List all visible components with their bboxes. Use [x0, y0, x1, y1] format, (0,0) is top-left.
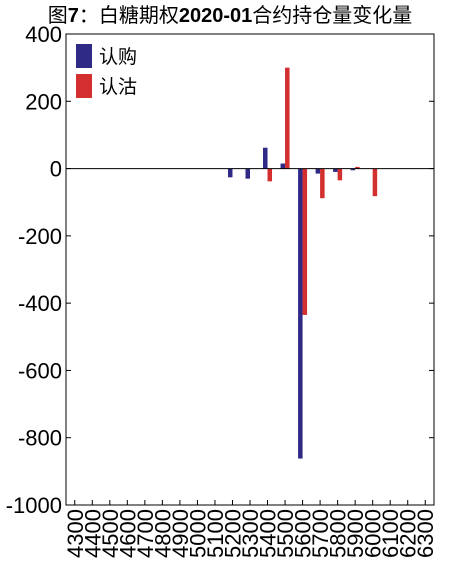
y-tick-label: 200 — [25, 89, 62, 114]
y-tick-label: 0 — [50, 157, 62, 182]
bar-put-5800 — [337, 168, 343, 181]
bar-call-5200 — [227, 168, 233, 178]
x-tick-label-6200: 6200 — [396, 509, 421, 558]
bar-put-6000 — [372, 168, 378, 197]
x-tick-label-5900: 5900 — [343, 509, 368, 558]
y-tick-label: -200 — [18, 224, 62, 249]
x-axis: 4300440045004600470048004900500051005200… — [63, 500, 438, 558]
x-tick-label-6300: 6300 — [413, 509, 438, 558]
y-tick-label: -800 — [18, 426, 62, 451]
plot-frame — [65, 33, 435, 506]
x-tick-label-5700: 5700 — [308, 509, 333, 558]
x-tick-label-5200: 5200 — [220, 509, 245, 558]
x-tick-label-5500: 5500 — [273, 509, 298, 558]
title-contract: 2020-01 — [178, 5, 253, 27]
y-tick-label: -600 — [18, 358, 62, 383]
y-axis: -1000 -800 -600 -400 -200 0 200 400 — [6, 22, 434, 518]
bar-put-5900 — [355, 166, 360, 169]
x-tick-label-4700: 4700 — [133, 509, 158, 558]
bars-group — [227, 67, 378, 459]
x-tick-label-4600: 4600 — [115, 509, 140, 558]
bar-call-5400 — [263, 147, 268, 169]
legend-swatch-call — [76, 44, 92, 68]
legend-label-call: 认购 — [99, 46, 137, 68]
x-tick-label-4400: 4400 — [80, 509, 105, 558]
bar-call-5600 — [298, 168, 303, 459]
x-tick-label-6000: 6000 — [361, 509, 386, 558]
y-tick-label: -400 — [18, 291, 62, 316]
x-tick-label-4300: 4300 — [63, 509, 88, 558]
title-prefix: 图 — [47, 3, 68, 27]
bar-call-5500 — [280, 163, 286, 169]
bar-call-5300 — [245, 168, 250, 179]
bar-call-5900 — [350, 168, 356, 171]
x-tick-label-4500: 4500 — [98, 509, 123, 558]
bar-put-5600 — [302, 168, 308, 315]
legend-label-put: 认沽 — [99, 76, 137, 98]
x-tick-label-5800: 5800 — [326, 509, 351, 558]
bar-put-5500 — [285, 67, 290, 169]
x-tick-label-5600: 5600 — [291, 509, 316, 558]
bar-call-5700 — [315, 168, 321, 174]
chart-title: 图7：白糖期权2020-01合约持仓量变化量 — [0, 0, 460, 31]
x-tick-label-4800: 4800 — [150, 509, 175, 558]
x-tick-label-5300: 5300 — [238, 509, 263, 558]
y-tick-label: 400 — [25, 22, 62, 47]
bar-put-5700 — [320, 168, 325, 199]
title-sep: ：白糖期权 — [78, 3, 179, 27]
x-tick-label-4900: 4900 — [168, 509, 193, 558]
legend-swatch-put — [76, 74, 92, 98]
title-number: 7 — [67, 5, 79, 27]
x-tick-label-5100: 5100 — [203, 509, 228, 558]
x-tick-label-5000: 5000 — [185, 509, 210, 558]
y-tick-label: -1000 — [6, 493, 62, 518]
bar-put-5400 — [267, 168, 273, 182]
bar-call-5800 — [333, 168, 338, 172]
x-tick-label-5400: 5400 — [256, 509, 281, 558]
title-suffix: 合约持仓量变化量 — [252, 3, 413, 27]
x-tick-label-6100: 6100 — [378, 509, 403, 558]
